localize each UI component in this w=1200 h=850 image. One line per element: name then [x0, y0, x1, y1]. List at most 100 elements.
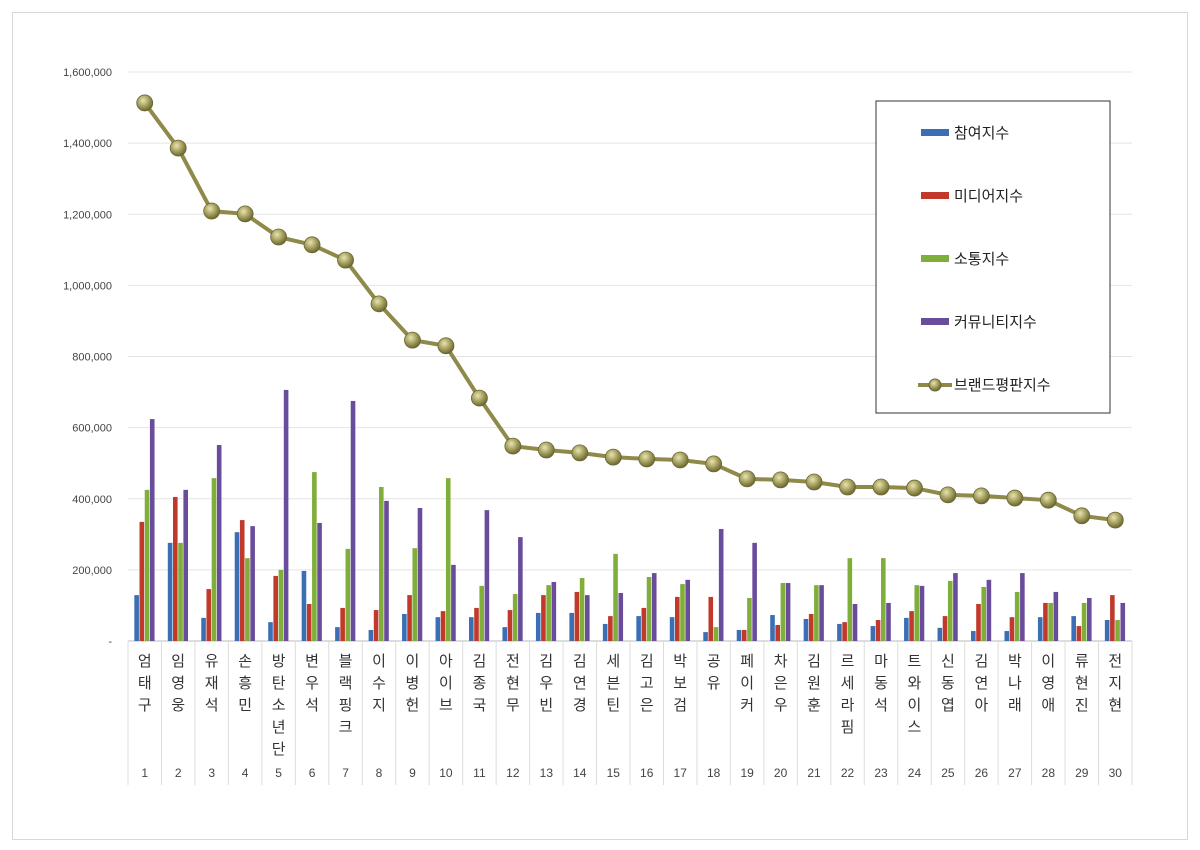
bar-커뮤니티지수: [986, 579, 992, 641]
line-point: [504, 437, 522, 455]
bar-소통지수: [1048, 602, 1053, 641]
bar-참여지수: [335, 627, 340, 641]
bar-소통지수: [713, 627, 719, 641]
bar-미디어지수: [775, 624, 780, 641]
rank-label: 26: [975, 766, 989, 780]
bar-참여지수: [1104, 620, 1110, 641]
rank-label: 5: [275, 766, 282, 780]
bar-참여지수: [736, 629, 742, 641]
bar-커뮤니티지수: [819, 585, 824, 641]
rank-label: 18: [707, 766, 721, 780]
bar-커뮤니티지수: [1053, 591, 1059, 641]
bar-소통지수: [312, 472, 317, 641]
line-point: [805, 473, 823, 491]
bar-소통지수: [245, 558, 250, 641]
y-tick-label: 1,600,000: [63, 67, 112, 79]
bar-미디어지수: [1076, 626, 1082, 641]
bar-소통지수: [981, 586, 986, 641]
line-point: [1073, 507, 1091, 525]
legend-label: 커뮤니티지수: [954, 313, 1037, 331]
bar-커뮤니티지수: [718, 528, 724, 641]
y-tick-label: 1,000,000: [63, 280, 112, 292]
bar-미디어지수: [340, 607, 345, 641]
bar-미디어지수: [173, 496, 178, 641]
bar-미디어지수: [1009, 617, 1015, 641]
bar-소통지수: [914, 585, 920, 641]
bar-소통지수: [479, 585, 484, 641]
rank-label: 12: [506, 766, 520, 780]
line-point: [973, 487, 990, 505]
legend-label: 참여지수: [954, 124, 1009, 142]
bar-소통지수: [1014, 591, 1020, 641]
line-point: [671, 451, 689, 469]
line-point: [236, 205, 254, 223]
bar-소통지수: [445, 478, 451, 641]
bar-참여지수: [435, 617, 441, 641]
line-point: [571, 444, 589, 462]
bar-참여지수: [770, 615, 775, 641]
bar-참여지수: [402, 613, 407, 641]
bar-소통지수: [144, 489, 150, 641]
bar-소통지수: [1081, 602, 1087, 641]
line-point: [638, 450, 656, 468]
line-point: [337, 251, 354, 269]
rank-label: 28: [1042, 766, 1056, 780]
bar-커뮤니티지수: [149, 419, 155, 641]
bar-커뮤니티지수: [618, 592, 624, 641]
bar-소통지수: [211, 478, 217, 641]
line-point: [1106, 511, 1124, 529]
rank-label: 22: [841, 766, 855, 780]
bar-커뮤니티지수: [350, 400, 356, 641]
legend-label: 브랜드평판지수: [954, 376, 1051, 394]
rank-label: 24: [908, 766, 922, 780]
bar-소통지수: [646, 576, 652, 641]
bar-소통지수: [613, 553, 618, 641]
bar-커뮤니티지수: [384, 500, 389, 641]
bar-미디어지수: [407, 595, 412, 641]
bar-미디어지수: [541, 595, 546, 641]
bar-참여지수: [669, 617, 675, 641]
bar-소통지수: [1115, 620, 1120, 641]
line-point: [136, 94, 154, 112]
rank-label: 7: [342, 766, 349, 780]
legend-marker: [928, 378, 942, 392]
bar-참여지수: [837, 623, 842, 641]
bar-커뮤니티지수: [283, 389, 289, 641]
line-point: [437, 337, 455, 355]
bar-소통지수: [780, 583, 786, 641]
line-point: [404, 331, 421, 349]
bar-참여지수: [502, 627, 508, 641]
bar-참여지수: [469, 617, 474, 641]
bar-커뮤니티지수: [1120, 602, 1126, 641]
bar-소통지수: [814, 585, 819, 641]
y-tick-label: 800,000: [72, 352, 112, 364]
bar-미디어지수: [306, 604, 312, 641]
bar-커뮤니티지수: [685, 579, 690, 641]
bar-소통지수: [680, 584, 685, 641]
rank-label: 16: [640, 766, 654, 780]
rank-label: 8: [376, 766, 383, 780]
bar-참여지수: [234, 532, 240, 641]
rank-label: 29: [1075, 766, 1089, 780]
legend-swatch: [921, 255, 949, 262]
rank-label: 13: [540, 766, 554, 780]
line-point: [772, 471, 789, 489]
bar-참여지수: [1071, 616, 1076, 641]
bar-참여지수: [904, 617, 909, 641]
bar-커뮤니티지수: [1087, 597, 1092, 641]
